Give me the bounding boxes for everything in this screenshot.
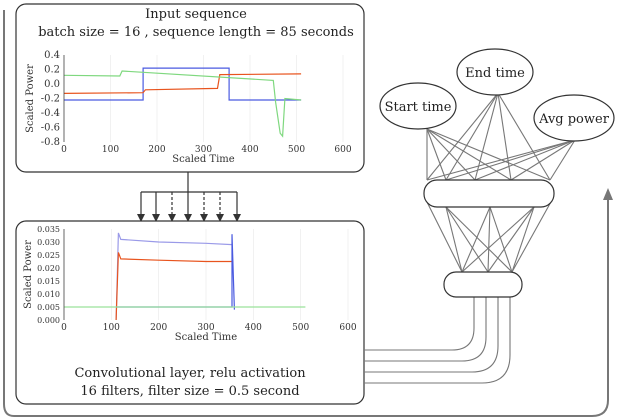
series-line-2 <box>63 73 302 94</box>
outer-frame <box>3 10 609 417</box>
x-tick-label: 100 <box>102 145 119 155</box>
x-tick-label: 300 <box>197 323 214 333</box>
conv-layer-box <box>15 220 365 405</box>
series-line-2 <box>115 252 232 321</box>
output-label-avg-power: Avg power <box>538 112 610 127</box>
x-tick-label: 0 <box>61 323 67 333</box>
y-tick-label: 0.035 <box>37 225 60 234</box>
y-tick-label: 0.020 <box>37 264 60 273</box>
output-label-start-time: Start time <box>385 100 452 115</box>
x-tick-label: 600 <box>339 323 356 333</box>
x-tick-label: 200 <box>150 323 167 333</box>
y-tick-label: 0.010 <box>37 290 60 299</box>
x-tick-label: 200 <box>148 145 165 155</box>
y-tick-label: 0.030 <box>37 238 60 247</box>
x-tick-label: 400 <box>241 145 258 155</box>
series-line-1 <box>115 232 233 321</box>
y-tick-label: -0.6 <box>41 123 60 134</box>
conv-caption-line2: 16 filters, filter size = 0.5 second <box>80 384 299 399</box>
y-tick-label: -0.4 <box>41 108 60 119</box>
y-tick-label: -0.8 <box>41 137 60 148</box>
y-tick-label: 0.4 <box>44 50 60 61</box>
y-tick-label: 0.0 <box>44 79 60 90</box>
x-tick-label: 0 <box>61 145 67 155</box>
y-tick-label: 0.005 <box>37 303 60 312</box>
outer-frame-arrowhead <box>603 188 613 200</box>
x-tick-label: 600 <box>334 145 351 155</box>
network-edges <box>364 92 576 384</box>
output-label-end-time: End time <box>465 66 525 81</box>
input-sequence-chart: 0 100 200 300 400 500 600 0.4 0.2 0.0 -0.2 -0.4 -0.6… <box>25 50 352 165</box>
y-tick-label: 0.025 <box>37 251 60 260</box>
x-tick-label: 500 <box>292 323 309 333</box>
x-tick-label: 500 <box>288 145 305 155</box>
connection-arrows <box>137 172 241 222</box>
input-sequence-subtitle: batch size = 16 , sequence length = 85 s… <box>38 25 354 40</box>
y-axis-label: Scaled Power <box>23 240 34 309</box>
output-node-avg-power <box>533 94 615 142</box>
output-node-start-time <box>379 82 457 130</box>
y-tick-label: 0.2 <box>44 65 60 76</box>
input-layer-node <box>443 271 523 298</box>
dense-layer-node <box>423 179 555 208</box>
x-tick-label: 100 <box>103 323 120 333</box>
x-axis-label: Scaled Time <box>175 332 237 343</box>
series-line-1 <box>64 67 302 101</box>
conv-activation-chart: 0 100 200 300 400 500 600 0.035 0.030 0.025 0.020 0… <box>23 225 357 343</box>
x-tick-label: 400 <box>245 323 262 333</box>
series-line-3 <box>63 70 302 138</box>
input-sequence-title: Input sequence <box>145 7 247 22</box>
x-axis-label: Scaled Time <box>172 154 234 165</box>
y-axis-label: Scaled Power <box>25 64 36 133</box>
output-node-end-time <box>456 48 534 96</box>
y-tick-label: 0.015 <box>37 277 60 286</box>
x-tick-label: 300 <box>195 145 212 155</box>
y-tick-label: 0.000 <box>37 316 60 325</box>
y-tick-label: -0.2 <box>41 94 60 105</box>
conv-caption-line1: Convolutional layer, relu activation <box>74 366 306 381</box>
input-sequence-box <box>15 3 365 173</box>
